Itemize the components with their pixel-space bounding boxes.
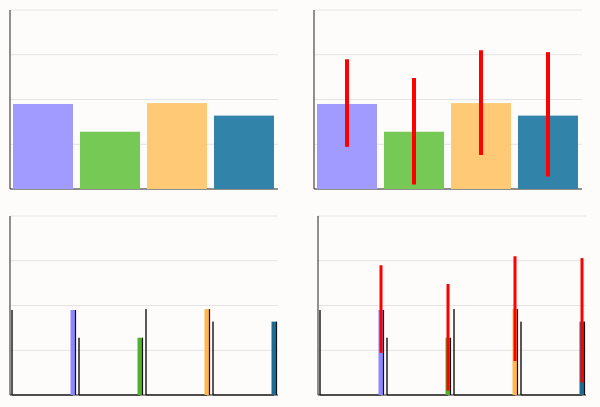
bar	[70, 309, 76, 395]
bar	[137, 337, 143, 395]
chart-panel-top-right	[313, 9, 582, 190]
chart-panel-bottom-right	[317, 215, 586, 396]
bar	[147, 103, 207, 189]
bar	[204, 309, 210, 395]
bar	[271, 321, 277, 395]
chart-panel-top-left	[9, 9, 278, 190]
bar	[214, 115, 274, 189]
bar	[13, 103, 73, 189]
bar	[80, 131, 140, 189]
chart-panel-bottom-left	[9, 215, 278, 396]
